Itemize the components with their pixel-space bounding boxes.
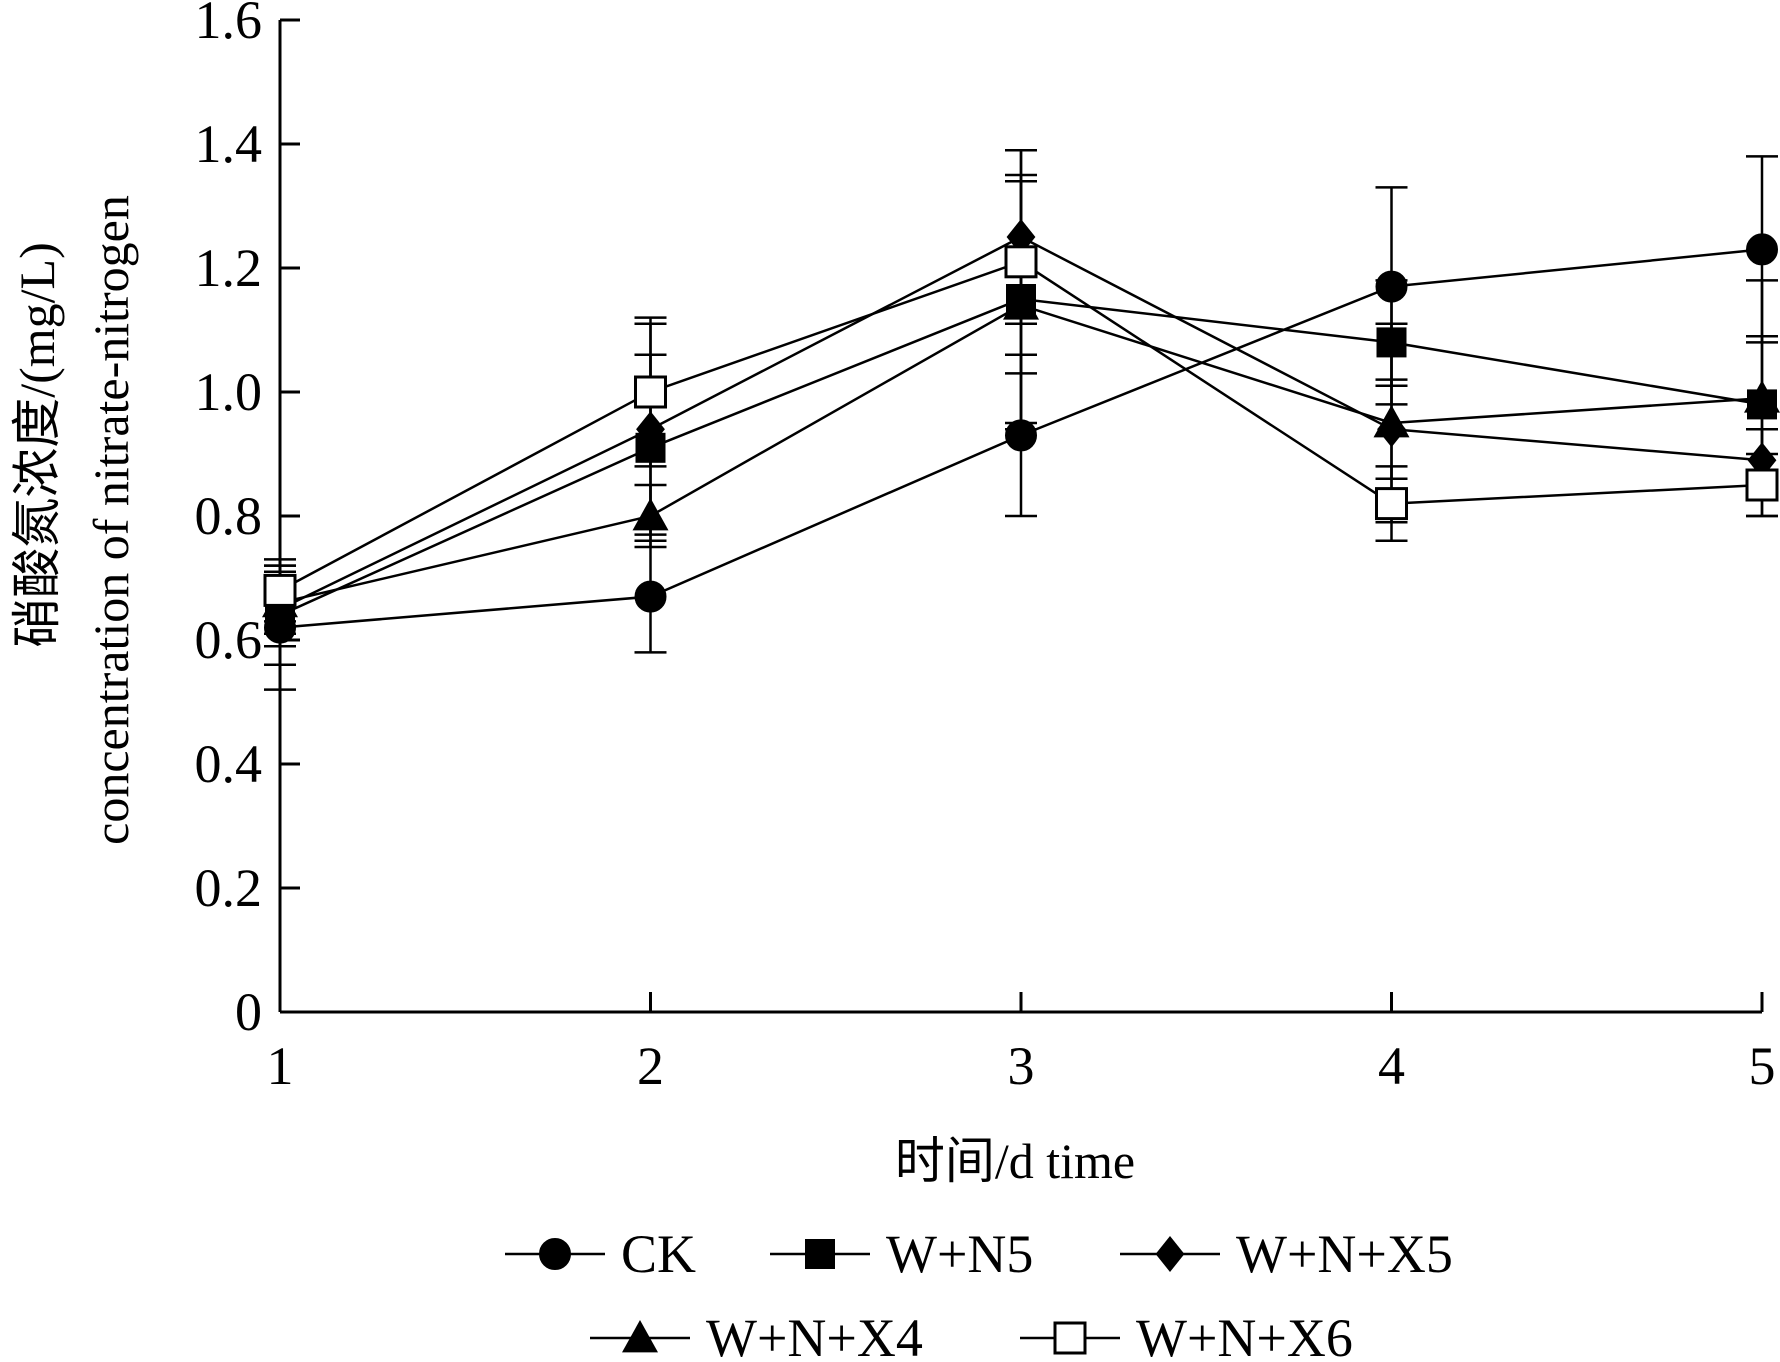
legend-label: CK bbox=[621, 1224, 696, 1284]
point-ck bbox=[1005, 419, 1037, 452]
x-axis-ticks: 1 2 3 4 5 bbox=[267, 992, 1776, 1096]
y-tick-label: 1.0 bbox=[195, 362, 263, 422]
legend-item-w-n-x6: W+N+X6 bbox=[1020, 1308, 1353, 1362]
x-tick-label: 2 bbox=[637, 1036, 664, 1096]
point-w-n-x5 bbox=[636, 411, 665, 448]
point-w-n-x4 bbox=[1003, 287, 1039, 320]
y-axis-title-line1: 硝酸氮浓度/(mg/L) bbox=[9, 242, 65, 648]
x-axis-title: 时间/d time bbox=[895, 1133, 1135, 1189]
y-tick-label: 0.8 bbox=[195, 486, 263, 546]
legend-label: W+N+X6 bbox=[1136, 1308, 1353, 1362]
point-ck bbox=[1746, 233, 1778, 266]
point-w-n-x6 bbox=[1745, 468, 1779, 502]
legend-marker bbox=[622, 1320, 658, 1353]
legend-marker bbox=[539, 1238, 571, 1270]
point-w-n5 bbox=[1376, 327, 1407, 358]
legend-label: W+N+X5 bbox=[1236, 1224, 1453, 1284]
x-tick-label: 3 bbox=[1008, 1036, 1035, 1096]
y-tick-label: 0.4 bbox=[195, 734, 263, 794]
point-w-n-x6 bbox=[1004, 245, 1038, 279]
series-markers bbox=[262, 219, 1780, 644]
legend-label: W+N+X4 bbox=[706, 1308, 923, 1362]
x-tick-label: 5 bbox=[1749, 1036, 1776, 1096]
y-tick-label: 1.2 bbox=[195, 238, 263, 298]
x-tick-label: 4 bbox=[1378, 1036, 1405, 1096]
legend: CK W+N5 W+N+X5 W+N+X4 W+N+X6 bbox=[505, 1224, 1453, 1362]
point-w-n-x6 bbox=[634, 375, 667, 409]
point-ck bbox=[1375, 270, 1408, 303]
legend-item-w-n-x5: W+N+X5 bbox=[1120, 1224, 1453, 1284]
legend-item-ck: CK bbox=[505, 1224, 696, 1284]
legend-marker bbox=[1053, 1321, 1087, 1355]
legend-item-w-n-x4: W+N+X4 bbox=[590, 1308, 923, 1362]
y-tick-label: 0 bbox=[235, 982, 262, 1042]
y-tick-label: 1.6 bbox=[195, 0, 263, 50]
point-w-n-x6 bbox=[263, 573, 297, 607]
point-w-n-x6 bbox=[1375, 487, 1408, 521]
point-ck bbox=[634, 580, 667, 613]
y-tick-label: 1.4 bbox=[195, 114, 263, 174]
point-w-n-x4 bbox=[632, 498, 669, 531]
y-axis-ticks: 0 0.2 0.4 0.6 0.8 1.0 1.2 1.4 1.6 bbox=[195, 0, 300, 1042]
y-axis-title-line2: concentration of nitrate-nitrogen bbox=[83, 195, 139, 845]
legend-label: W+N5 bbox=[886, 1224, 1033, 1284]
point-w-n-x4 bbox=[1373, 405, 1410, 438]
y-tick-label: 0.2 bbox=[195, 858, 263, 918]
y-tick-label: 0.6 bbox=[195, 610, 263, 670]
legend-marker bbox=[1155, 1236, 1185, 1272]
y-axis-title: 硝酸氮浓度/(mg/L) concentration of nitrate-ni… bbox=[9, 195, 139, 845]
legend-item-w-n5: W+N5 bbox=[770, 1224, 1033, 1284]
x-tick-label: 1 bbox=[267, 1036, 294, 1096]
legend-marker bbox=[805, 1239, 835, 1269]
point-w-n-x4 bbox=[1744, 380, 1780, 413]
